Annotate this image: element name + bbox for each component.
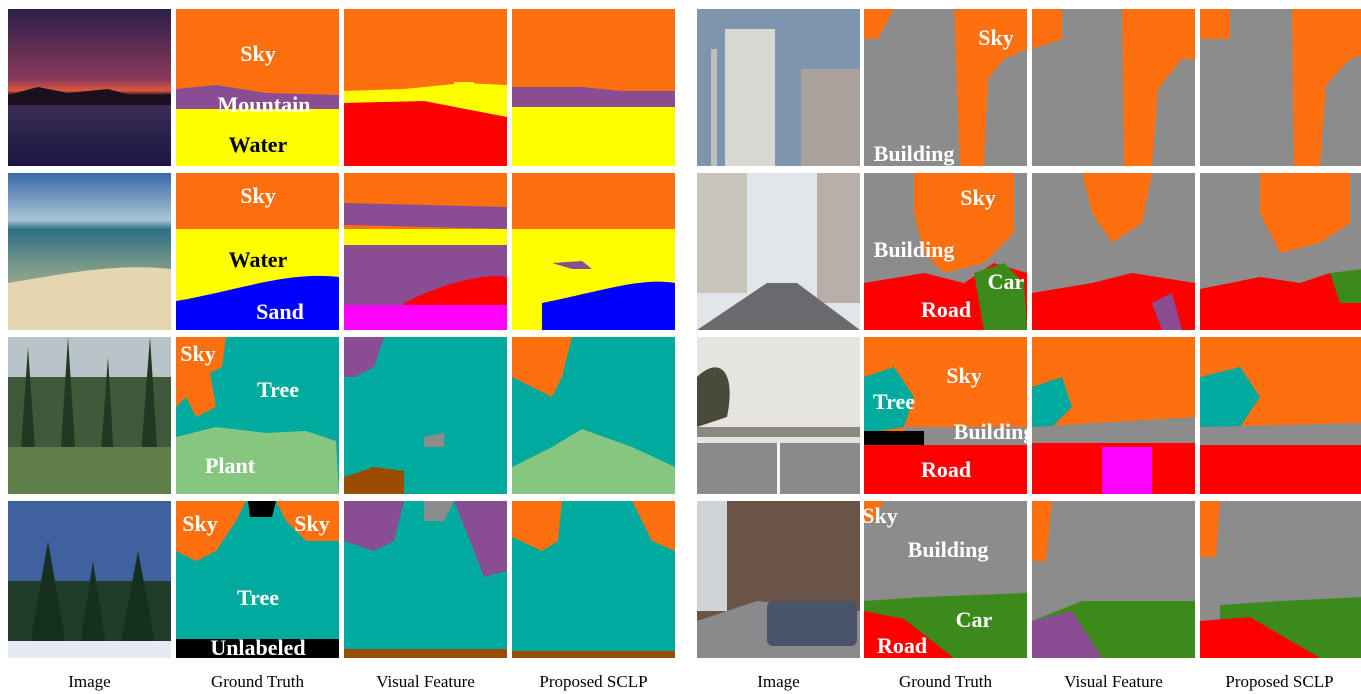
caption-proposed-sclp: Proposed SCLP <box>1225 672 1334 691</box>
photo-beach <box>8 173 171 330</box>
caption-proposed-sclp: Proposed SCLP <box>539 672 648 691</box>
label-sky: Sky <box>294 511 329 536</box>
label-road: Road <box>877 633 927 658</box>
label-sky: Sky <box>180 341 215 366</box>
visual-feature-r1-left <box>344 9 507 166</box>
label-sky: Sky <box>182 511 217 536</box>
photo-pine-trees-snow <box>8 501 171 658</box>
caption-visual-feature: Visual Feature <box>376 672 475 691</box>
label-building: Building <box>954 419 1027 444</box>
sclp-r2-left <box>512 173 675 330</box>
caption-visual-feature: Visual Feature <box>1064 672 1163 691</box>
photo-city-street <box>697 173 860 330</box>
ground-truth-r3-right: Sky Tree Building Road <box>864 337 1027 494</box>
ground-truth-r4-left: Sky Sky Tree Unlabeled <box>176 501 339 658</box>
label-tree: Tree <box>237 585 279 610</box>
label-tree: Tree <box>873 389 915 414</box>
caption-image: Image <box>757 672 800 691</box>
caption-ground-truth: Ground Truth <box>898 672 993 691</box>
label-building: Building <box>874 237 955 262</box>
label-building: Building <box>908 537 989 562</box>
label-sky: Sky <box>960 185 995 210</box>
label-sky: Sky <box>240 41 275 66</box>
photo-skyscrapers <box>697 9 860 166</box>
label-sky: Sky <box>240 183 275 208</box>
sclp-r3-right <box>1200 337 1361 494</box>
label-building: Building <box>874 141 955 166</box>
visual-feature-r2-left <box>344 173 507 330</box>
caption-image: Image <box>68 672 111 691</box>
ground-truth-r2-left: Sky Water Sand <box>176 173 339 330</box>
visual-feature-r3-left <box>344 337 507 494</box>
sclp-r1-right <box>1200 9 1361 166</box>
ground-truth-r4-right: Sky Building Car Road <box>864 501 1027 658</box>
label-plant: Plant <box>205 453 256 478</box>
visual-feature-r2-right <box>1032 173 1195 330</box>
label-water: Water <box>229 247 288 272</box>
label-tree: Tree <box>257 377 299 402</box>
label-sky: Sky <box>978 25 1013 50</box>
ground-truth-r2-right: Sky Building Car Road <box>864 173 1027 330</box>
visual-feature-r4-right <box>1032 501 1195 658</box>
visual-feature-r3-right <box>1032 337 1195 494</box>
photo-street-cars <box>697 501 860 658</box>
sclp-r1-left <box>512 9 675 166</box>
label-sky: Sky <box>864 503 898 528</box>
label-road: Road <box>921 297 971 322</box>
label-unlabeled: Unlabeled <box>210 635 305 658</box>
label-water: Water <box>229 132 288 157</box>
ground-truth-r1-left: Sky Mountain Water <box>176 9 339 166</box>
photo-sunset-lake <box>8 9 171 166</box>
sclp-r2-right <box>1200 173 1361 330</box>
label-mountain: Mountain <box>218 92 311 117</box>
label-car: Car <box>988 269 1025 294</box>
visual-feature-r1-right <box>1032 9 1195 166</box>
sclp-r4-left <box>512 501 675 658</box>
label-sand: Sand <box>256 299 304 324</box>
label-sky: Sky <box>946 363 981 388</box>
label-road: Road <box>921 457 971 482</box>
photo-plaza-road <box>697 337 860 494</box>
photo-forest <box>8 337 171 494</box>
sclp-r3-left <box>512 337 675 494</box>
label-car: Car <box>956 607 993 632</box>
sclp-r4-right <box>1200 501 1361 658</box>
visual-feature-r4-left <box>344 501 507 658</box>
ground-truth-r1-right: Sky Building <box>864 9 1027 166</box>
caption-ground-truth: Ground Truth <box>210 672 305 691</box>
ground-truth-r3-left: Sky Tree Plant <box>176 337 339 494</box>
